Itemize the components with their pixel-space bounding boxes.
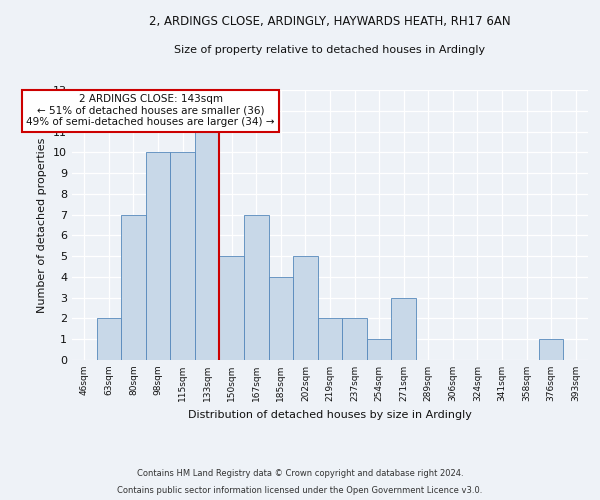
Text: Contains HM Land Registry data © Crown copyright and database right 2024.: Contains HM Land Registry data © Crown c… (137, 468, 463, 477)
Bar (391, 298, 416, 360)
Bar (269, 277, 293, 360)
Y-axis label: Number of detached properties: Number of detached properties (37, 138, 47, 312)
Bar (170, 152, 195, 360)
Text: 2 ARDINGS CLOSE: 143sqm
← 51% of detached houses are smaller (36)
49% of semi-de: 2 ARDINGS CLOSE: 143sqm ← 51% of detache… (26, 94, 275, 128)
Bar (342, 318, 367, 360)
Bar (318, 318, 342, 360)
Bar (367, 339, 391, 360)
Bar (97, 318, 121, 360)
Text: Size of property relative to detached houses in Ardingly: Size of property relative to detached ho… (175, 45, 485, 55)
Text: 2, ARDINGS CLOSE, ARDINGLY, HAYWARDS HEATH, RH17 6AN: 2, ARDINGS CLOSE, ARDINGLY, HAYWARDS HEA… (149, 15, 511, 28)
Bar (195, 132, 220, 360)
Bar (220, 256, 244, 360)
Bar (539, 339, 563, 360)
Bar (146, 152, 170, 360)
X-axis label: Distribution of detached houses by size in Ardingly: Distribution of detached houses by size … (188, 410, 472, 420)
Bar (293, 256, 318, 360)
Bar (244, 214, 269, 360)
Text: Contains public sector information licensed under the Open Government Licence v3: Contains public sector information licen… (118, 486, 482, 495)
Bar (121, 214, 146, 360)
